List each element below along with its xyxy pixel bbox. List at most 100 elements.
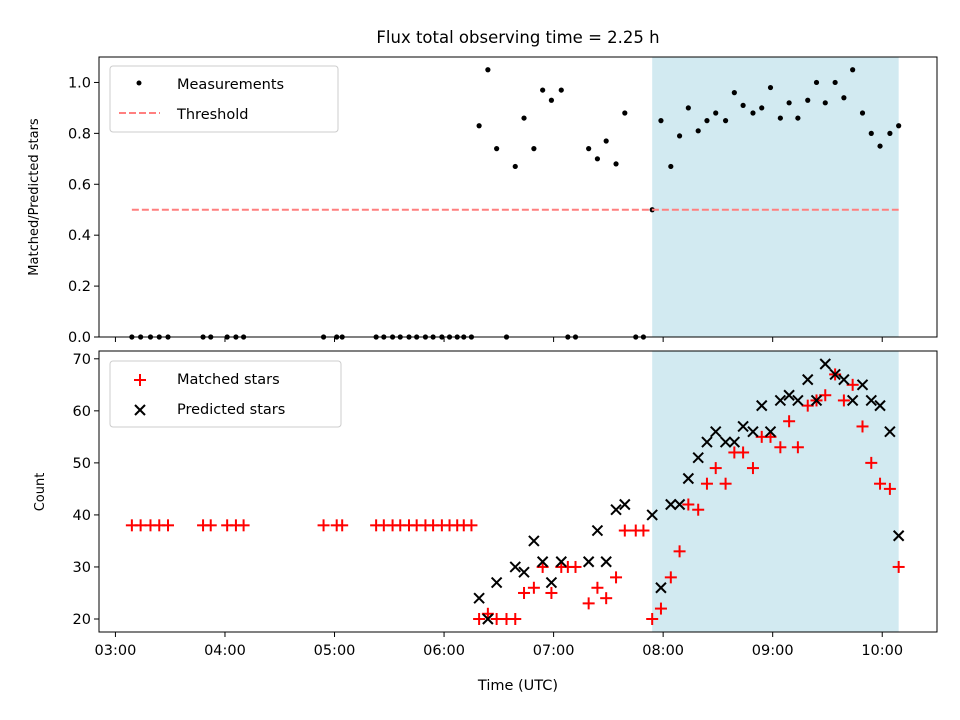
predicted-star-point [591,524,604,537]
bottom-y-tick-label: 70 [73,352,91,368]
matched-star-point [746,462,759,475]
matched-star-point [883,482,896,495]
matched-star-point [336,519,349,532]
x-tick-label: 04:00 [204,643,246,659]
matched-star-point [856,420,869,433]
predicted-star-point [646,509,658,521]
measurement-point [731,90,737,96]
matched-star-point [737,446,750,459]
bottom-legend-box [109,360,342,428]
predicted-star-point [528,535,540,547]
predicted-star-stroke [856,379,869,391]
matched-star-point [692,503,705,516]
top-plot-marks [129,67,902,340]
predicted-star-stroke [756,399,768,412]
matched-star-point [874,477,887,490]
predicted-star-stroke [802,373,814,386]
predicted-star-stroke [591,524,604,537]
predicted-star-point [728,436,741,448]
predicted-star-point [582,556,595,568]
predicted-star-point [719,436,732,448]
predicted-star-point [665,498,677,511]
count-panel: Count Time (UTC) 20 30 40 50 60 70 03:00 04:00… [33,350,938,694]
measurement-point [832,79,838,86]
x-axis-label: Time (UTC) [477,678,558,694]
matched-star-point [774,441,787,454]
top-plot-background [652,57,899,337]
measurement-point [759,105,765,111]
measurement-point [558,87,564,93]
predicted-star-stroke [846,394,859,407]
measurement-point [658,118,664,124]
bottom-plot-background [652,351,899,632]
predicted-star-point [838,373,850,386]
predicted-star-point [682,472,695,485]
x-tick-label: 08:00 [642,643,684,659]
predicted-star-stroke [473,592,485,604]
chart-title: Flux total observing time = 2.25 h [376,28,659,47]
x-tick-label: 09:00 [752,643,794,659]
measurement-point [805,97,811,103]
predicted-star-stroke [783,389,795,401]
predicted-star-stroke [892,530,905,542]
predicted-star-point [756,399,768,412]
predicted-star-stroke [764,425,777,438]
measurement-point [622,110,628,116]
predicted-star-stroke [555,556,567,568]
predicted-star-stroke [774,394,787,407]
predicted-star-point [892,530,905,542]
predicted-star-stroke [829,368,841,381]
top-axes-frame [98,56,938,338]
measurement-point [859,110,866,116]
matched-star-point [509,612,522,625]
predicted-star-point [673,498,686,511]
matched-star-point [162,519,175,532]
matched-star-point [518,586,531,599]
measurement-point [548,97,555,103]
measurement-point [795,115,801,121]
measurement-point [668,163,674,170]
bottom-y-tick-label: 50 [73,456,91,472]
predicted-star-point [619,498,631,511]
top-shaded-span [652,57,899,337]
bottom-y-axis-label: Count [33,473,48,512]
matched-star-point [837,394,850,407]
matched-star-point [569,560,582,573]
predicted-star-stroke [490,576,503,589]
measurement-point [713,110,719,116]
legend-measurements-label: Measurements [177,77,284,93]
matched-star-point [237,519,250,532]
measurement-point [767,84,774,91]
predicted-star-stroke [600,556,612,568]
predicted-star-point [490,576,503,589]
measurement-point [695,128,701,134]
bottom-y-tick-label: 40 [73,508,91,524]
legend-threshold-label: Threshold [176,107,248,123]
matched-star-point [618,524,631,537]
measurement-point [841,95,847,101]
predicted-star-stroke [536,556,549,568]
predicted-star-stroke [719,436,732,448]
bottom-y-tick-label: 30 [73,560,91,576]
predicted-star-point [819,358,831,370]
measurement-point [704,118,710,124]
bottom-axes-frame [98,350,938,633]
measurement-point [476,123,482,129]
bottom-legend: Matched stars Predicted stars [109,360,342,428]
matched-star-point [892,560,905,573]
predicted-star-point [865,394,877,407]
x-tick-label: 05:00 [314,643,356,659]
predicted-star-point [810,394,823,407]
predicted-star-point [655,582,667,594]
matched-star-point [673,545,686,558]
predicted-star-stroke [701,436,713,448]
matched-star-point [646,612,659,625]
predicted-star-point [555,556,567,568]
measurement-point [813,79,820,86]
predicted-star-point [846,394,859,407]
measurement-point [485,67,491,73]
predicted-star-point [783,389,795,401]
top-y-tick-label: 0.2 [68,279,91,295]
predicted-star-point [829,368,841,381]
bottom-y-ticks: 20 30 40 50 60 70 [73,352,99,628]
